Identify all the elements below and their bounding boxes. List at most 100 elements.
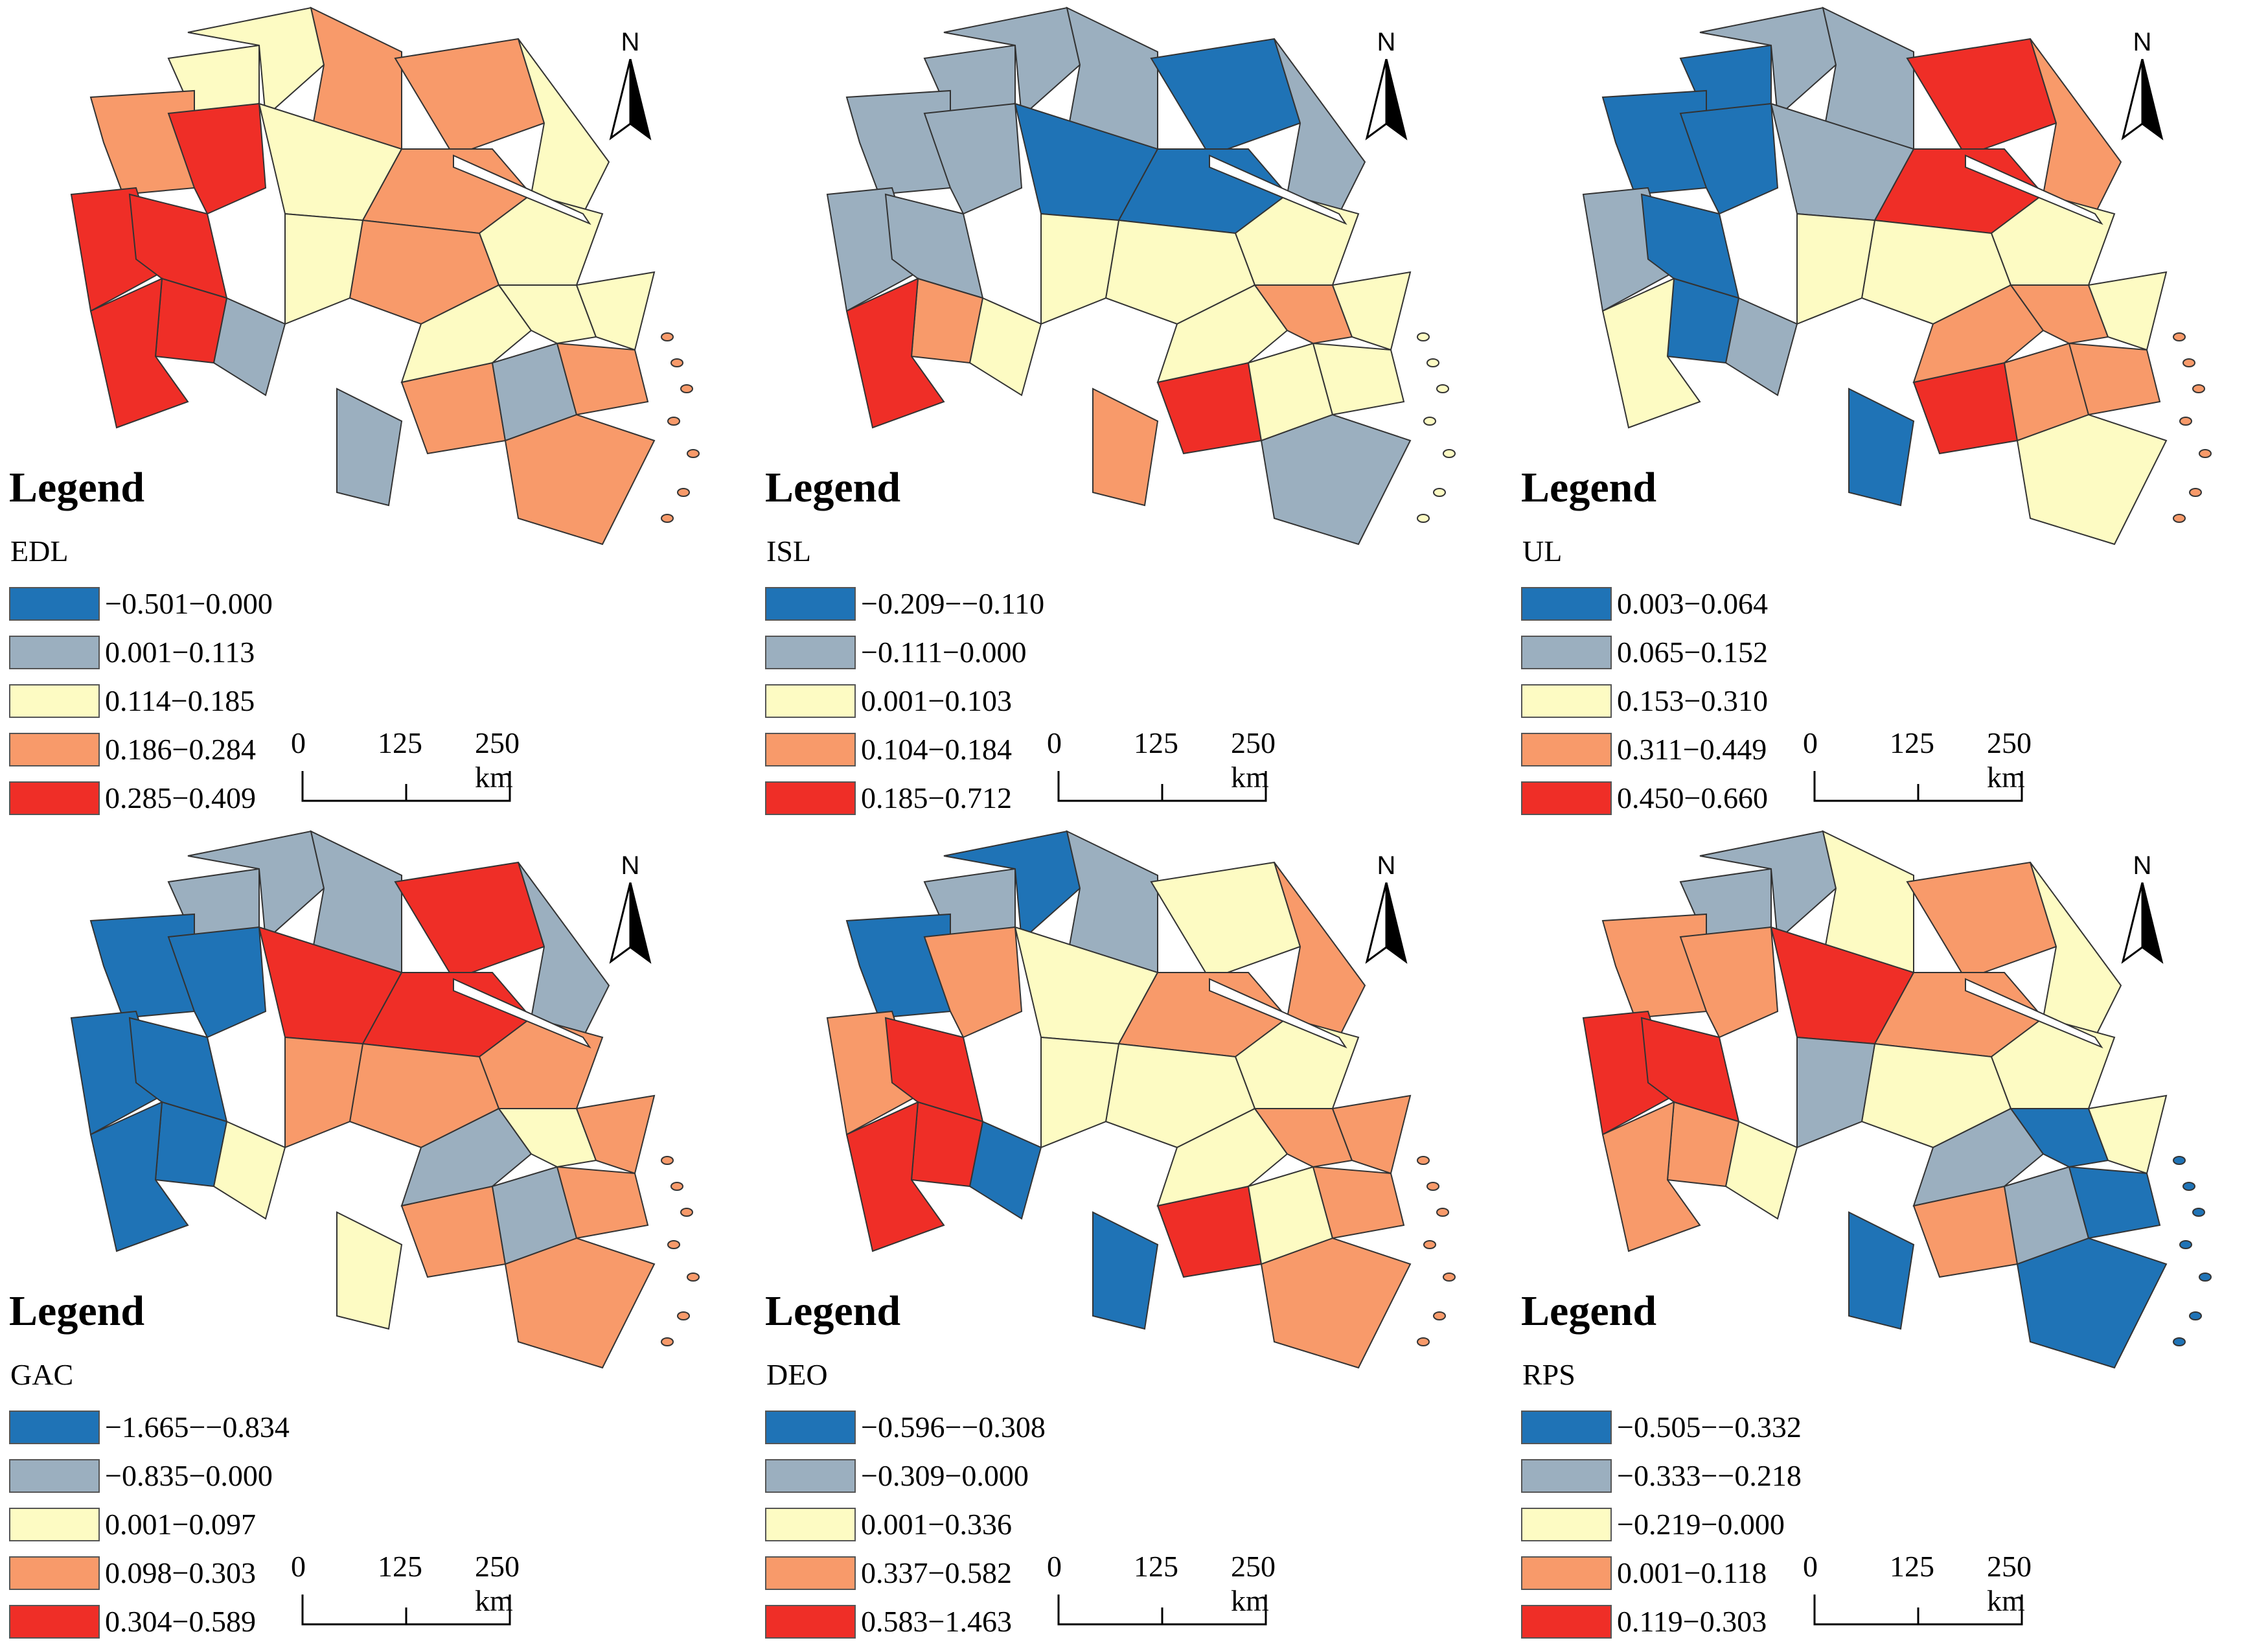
legend: Legend EDL −0.501−0.000 0.001−0.113 0.114−… bbox=[9, 466, 273, 822]
north-label: N bbox=[621, 851, 640, 880]
legend-swatch bbox=[1521, 1410, 1612, 1444]
region-20 bbox=[400, 1107, 533, 1207]
legend-range-label: 0.285−0.409 bbox=[105, 781, 256, 814]
scale-bar-line bbox=[301, 1595, 511, 1626]
legend-item: 0.304−0.589 bbox=[9, 1597, 290, 1646]
legend-swatch bbox=[765, 1604, 856, 1639]
region-16 bbox=[1092, 1211, 1159, 1330]
map-panel-isl: N Legend ISL −0.209−−0.110 −0.111−0.000 0.… bbox=[756, 0, 1512, 824]
legend-item: 0.114−0.185 bbox=[9, 676, 273, 725]
island-4 bbox=[667, 417, 680, 426]
legend-title: Legend bbox=[1521, 1287, 1657, 1335]
island-1 bbox=[661, 332, 674, 341]
legend-swatch bbox=[9, 1604, 100, 1639]
island-5 bbox=[1443, 449, 1456, 458]
region-2 bbox=[187, 6, 325, 119]
map-panel-edl: N Legend EDL −0.501−0.000 0.001−0.113 0.11… bbox=[0, 0, 756, 824]
legend-item: 0.001−0.103 bbox=[765, 676, 1044, 725]
scale-bar-line bbox=[301, 771, 511, 802]
province-map bbox=[1582, 830, 2212, 1369]
region-14 bbox=[1040, 213, 1120, 325]
scale-label-0: 0 bbox=[1803, 1550, 1818, 1583]
north-arrow-icon bbox=[609, 882, 652, 964]
region-25 bbox=[575, 1094, 656, 1175]
scale-label-250: 250 km bbox=[475, 1550, 520, 1617]
legend-title: Legend bbox=[9, 464, 145, 511]
island-2 bbox=[1426, 358, 1439, 367]
region-14 bbox=[1040, 1036, 1120, 1149]
legend-item: −0.505−−0.332 bbox=[1521, 1403, 1802, 1451]
legend-swatch bbox=[765, 1458, 856, 1493]
region-9 bbox=[394, 38, 545, 157]
scale-label-250: 250 km bbox=[1987, 726, 2032, 794]
north-arrow-icon bbox=[1365, 882, 1408, 964]
region-18 bbox=[89, 1101, 189, 1252]
region-4 bbox=[845, 913, 951, 1019]
region-5 bbox=[167, 102, 267, 215]
legend-range-label: −0.596−−0.308 bbox=[861, 1411, 1046, 1444]
scale-bar: 0 125 250 km bbox=[291, 726, 528, 810]
scale-label-125: 125 bbox=[1134, 1550, 1178, 1583]
legend-item: 0.153−0.310 bbox=[1521, 676, 1768, 725]
region-4 bbox=[1601, 913, 1707, 1019]
island-3 bbox=[2192, 1208, 2205, 1217]
legend: Legend GAC −1.665−−0.834 −0.835−0.000 0.00… bbox=[9, 1290, 290, 1646]
legend-item: 0.285−0.409 bbox=[9, 774, 273, 822]
legend-variable: EDL bbox=[10, 535, 69, 568]
scale-label-0: 0 bbox=[1047, 726, 1062, 759]
island-5 bbox=[1443, 1273, 1456, 1282]
scale-label-125: 125 bbox=[1134, 726, 1178, 759]
legend-swatch bbox=[9, 732, 100, 766]
region-16 bbox=[1848, 1211, 1915, 1330]
legend-range-label: 0.119−0.303 bbox=[1617, 1605, 1767, 1638]
north-arrow-icon bbox=[2121, 882, 2164, 964]
island-5 bbox=[2199, 1273, 2212, 1282]
island-6 bbox=[1433, 1311, 1446, 1320]
island-1 bbox=[2173, 1156, 2186, 1165]
island-7 bbox=[661, 514, 674, 523]
legend-variable: DEO bbox=[766, 1358, 828, 1391]
legend-item: −0.333−−0.218 bbox=[1521, 1451, 1802, 1500]
region-4 bbox=[1601, 89, 1707, 196]
island-3 bbox=[2192, 384, 2205, 393]
legend-variable: RPS bbox=[1522, 1358, 1575, 1391]
region-18 bbox=[1601, 1101, 1701, 1252]
island-1 bbox=[1417, 1156, 1430, 1165]
estuary bbox=[453, 978, 591, 1049]
island-7 bbox=[1417, 1337, 1430, 1346]
island-2 bbox=[2182, 358, 2195, 367]
province-map bbox=[70, 6, 700, 546]
legend-item: −0.219−0.000 bbox=[1521, 1500, 1802, 1549]
legend-item: 0.583−1.463 bbox=[765, 1597, 1046, 1646]
scale-bar: 0 125 250 km bbox=[291, 1549, 528, 1633]
legend-item: −0.835−0.000 bbox=[9, 1451, 290, 1500]
island-5 bbox=[687, 1273, 700, 1282]
island-7 bbox=[1417, 514, 1430, 523]
legend-swatch bbox=[1521, 1507, 1612, 1541]
legend-item: 0.337−0.582 bbox=[765, 1549, 1046, 1597]
north-label: N bbox=[2133, 851, 2152, 880]
legend-title: Legend bbox=[765, 1287, 901, 1335]
island-2 bbox=[2182, 1182, 2195, 1191]
legend-item: 0.450−0.660 bbox=[1521, 774, 1768, 822]
region-16 bbox=[1848, 387, 1915, 507]
legend-item: 0.003−0.064 bbox=[1521, 579, 1768, 628]
legend-title: Legend bbox=[1521, 464, 1657, 511]
island-7 bbox=[2173, 514, 2186, 523]
legend-range-label: 0.185−0.712 bbox=[861, 781, 1012, 814]
region-22 bbox=[1254, 1108, 1353, 1168]
region-23 bbox=[2068, 1166, 2161, 1239]
legend-variable: UL bbox=[1522, 535, 1563, 568]
island-3 bbox=[1436, 384, 1449, 393]
legend-item: 0.065−0.152 bbox=[1521, 628, 1768, 676]
region-24 bbox=[504, 413, 656, 546]
legend-item: −0.596−−0.308 bbox=[765, 1403, 1046, 1451]
region-20 bbox=[1156, 284, 1289, 384]
island-1 bbox=[2173, 332, 2186, 341]
legend-range-label: 0.001−0.118 bbox=[1617, 1556, 1767, 1589]
island-3 bbox=[680, 384, 693, 393]
legend-swatch bbox=[1521, 635, 1612, 669]
island-5 bbox=[2199, 449, 2212, 458]
scale-label-0: 0 bbox=[291, 726, 306, 759]
region-2 bbox=[1699, 6, 1837, 119]
